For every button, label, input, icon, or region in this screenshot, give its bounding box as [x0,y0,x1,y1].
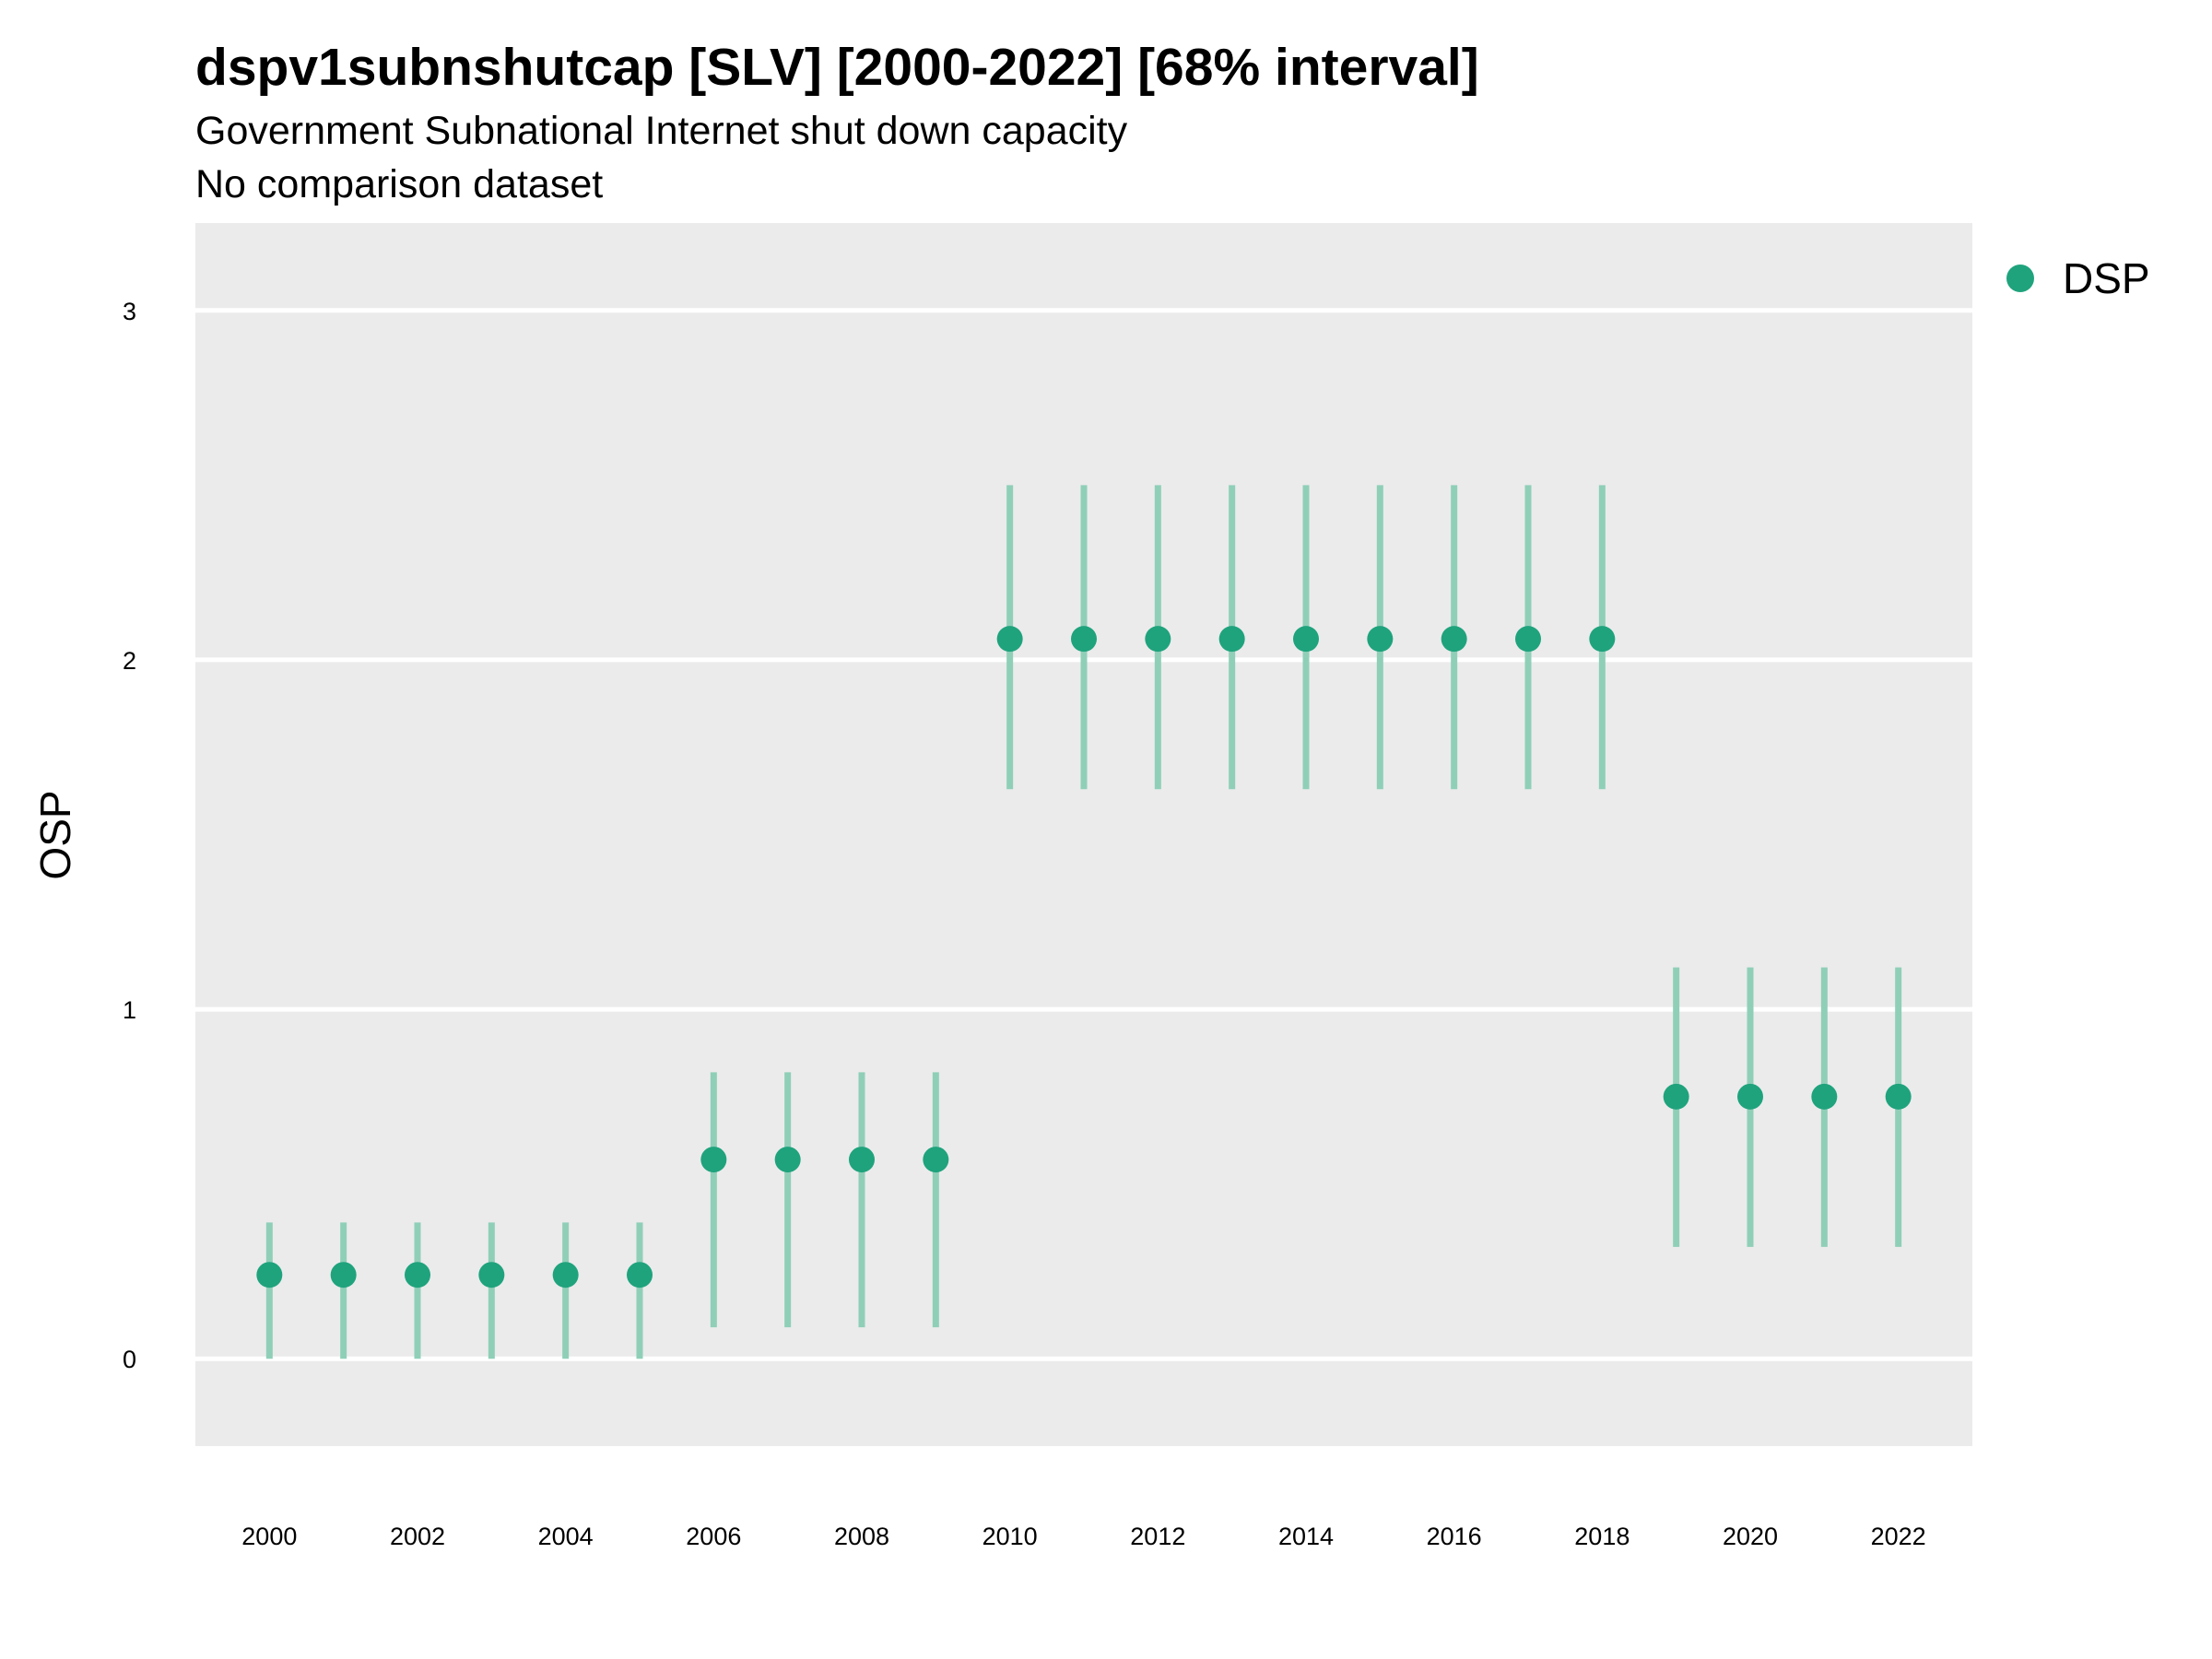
point-2012 [1145,626,1171,653]
legend-label-dsp: DSP [2063,254,2150,302]
data-points [256,626,1912,1288]
y-axis-ticks: 0 1 2 3 [123,298,136,1373]
x-tick-label: 2016 [1427,1523,1482,1550]
point-2019 [1663,1083,1689,1110]
point-2017 [1515,626,1541,653]
plot-panel [195,223,1972,1446]
x-tick-label: 2018 [1574,1523,1630,1550]
point-2009 [923,1147,949,1173]
x-tick-label: 2006 [686,1523,741,1550]
point-2007 [774,1147,801,1173]
point-2011 [1071,626,1097,653]
x-tick-label: 2020 [1723,1523,1778,1550]
point-2006 [700,1147,727,1173]
point-2000 [256,1262,283,1288]
point-2014 [1293,626,1319,653]
point-2021 [1811,1083,1838,1110]
y-tick-label: 0 [123,1346,136,1373]
x-tick-label: 2012 [1130,1523,1185,1550]
point-2013 [1218,626,1245,653]
x-tick-label: 2014 [1278,1523,1334,1550]
x-axis-ticks: 2000 2002 2004 2006 2008 2010 2012 2014 2016 2018… [241,1523,1925,1550]
y-axis-label: OSP [31,790,79,879]
legend: DSP [2006,254,2150,302]
legend-marker-dsp [2006,265,2034,292]
point-2008 [849,1147,875,1173]
x-tick-label: 2004 [538,1523,594,1550]
y-tick-label: 3 [123,298,136,325]
chart-subtitle: Government Subnational Internet shut dow… [195,109,1128,153]
x-tick-label: 2008 [834,1523,889,1550]
point-2020 [1737,1083,1763,1110]
point-2016 [1441,626,1467,653]
x-tick-label: 2022 [1871,1523,1926,1550]
x-tick-label: 2000 [241,1523,297,1550]
point-2002 [405,1262,430,1288]
point-2005 [627,1262,653,1288]
point-2010 [996,626,1023,653]
chart-title: dspv1subnshutcap [SLV] [2000-2022] [68% … [195,38,1479,97]
point-2003 [478,1262,505,1288]
x-tick-label: 2002 [390,1523,445,1550]
chart-subtitle-comparison: No comparison dataset [195,162,603,206]
y-tick-label: 2 [123,647,136,675]
point-2015 [1367,626,1394,653]
point-2004 [552,1262,579,1288]
point-2018 [1589,626,1616,653]
point-2022 [1885,1083,1912,1110]
y-tick-label: 1 [123,996,136,1024]
x-tick-label: 2010 [982,1523,1038,1550]
point-2001 [330,1262,357,1288]
